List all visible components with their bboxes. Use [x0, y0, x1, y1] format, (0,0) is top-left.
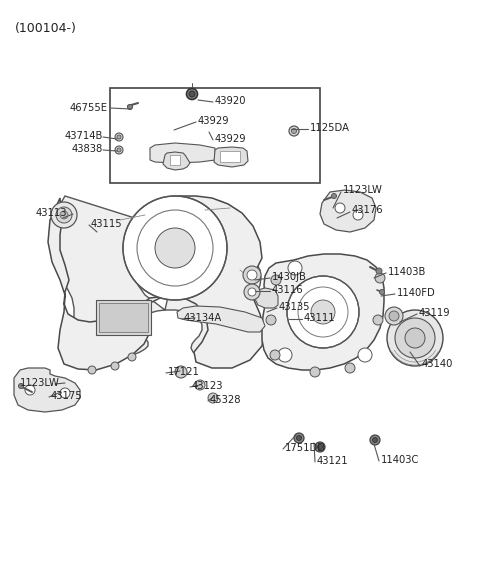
- Text: 1140FD: 1140FD: [397, 288, 436, 298]
- Text: 43111: 43111: [304, 313, 336, 323]
- Circle shape: [115, 146, 123, 154]
- Circle shape: [370, 435, 380, 445]
- Circle shape: [315, 442, 325, 452]
- Text: 1123LW: 1123LW: [343, 185, 383, 195]
- Circle shape: [358, 348, 372, 362]
- Circle shape: [294, 433, 304, 443]
- Circle shape: [291, 129, 297, 134]
- Text: 43175: 43175: [51, 391, 83, 401]
- Text: 43176: 43176: [352, 205, 384, 215]
- Bar: [110, 88, 320, 183]
- Text: 17121: 17121: [168, 367, 200, 377]
- Bar: [99, 303, 148, 332]
- Circle shape: [247, 270, 257, 280]
- Circle shape: [353, 210, 363, 220]
- Circle shape: [372, 437, 377, 442]
- Circle shape: [155, 228, 195, 268]
- Circle shape: [128, 353, 136, 361]
- Text: 1751DD: 1751DD: [285, 443, 326, 453]
- Circle shape: [373, 315, 383, 325]
- Circle shape: [51, 202, 77, 228]
- Polygon shape: [48, 196, 264, 370]
- Polygon shape: [177, 306, 265, 332]
- Circle shape: [117, 148, 121, 152]
- Circle shape: [395, 318, 435, 358]
- Circle shape: [187, 88, 197, 99]
- Circle shape: [111, 362, 119, 370]
- Text: 1123LW: 1123LW: [20, 378, 60, 388]
- Circle shape: [271, 275, 281, 285]
- Circle shape: [60, 211, 68, 219]
- Text: 11403C: 11403C: [381, 455, 420, 465]
- Circle shape: [56, 207, 72, 223]
- Text: 43123: 43123: [192, 381, 224, 391]
- Circle shape: [248, 288, 256, 296]
- Text: 43134A: 43134A: [184, 313, 222, 323]
- Text: 46755E: 46755E: [70, 103, 108, 113]
- Text: 45328: 45328: [210, 395, 241, 405]
- Text: 1125DA: 1125DA: [310, 123, 350, 133]
- Polygon shape: [320, 190, 376, 232]
- Text: 43920: 43920: [215, 96, 247, 106]
- Circle shape: [288, 261, 302, 275]
- Text: 43838: 43838: [72, 144, 103, 154]
- Polygon shape: [163, 152, 190, 170]
- Circle shape: [117, 135, 121, 139]
- Circle shape: [266, 315, 276, 325]
- Circle shape: [345, 363, 355, 373]
- Circle shape: [317, 445, 323, 450]
- Circle shape: [115, 133, 123, 141]
- Circle shape: [389, 311, 399, 321]
- Polygon shape: [255, 288, 278, 308]
- Text: 1430JB: 1430JB: [272, 272, 307, 282]
- Circle shape: [310, 367, 320, 377]
- Circle shape: [380, 289, 384, 294]
- Text: 43119: 43119: [419, 308, 451, 318]
- Circle shape: [88, 366, 96, 374]
- Polygon shape: [150, 143, 215, 163]
- Text: 43121: 43121: [317, 456, 348, 466]
- Text: 43714B: 43714B: [65, 131, 103, 141]
- Text: (100104-): (100104-): [15, 22, 77, 35]
- Text: 43115: 43115: [91, 219, 122, 229]
- Circle shape: [335, 203, 345, 213]
- Circle shape: [387, 310, 443, 366]
- Text: 11403B: 11403B: [388, 267, 426, 277]
- Text: 43113: 43113: [36, 208, 68, 218]
- Bar: [96, 300, 151, 335]
- Circle shape: [25, 385, 35, 395]
- Circle shape: [289, 126, 299, 136]
- Circle shape: [297, 436, 301, 441]
- Circle shape: [332, 193, 336, 198]
- Circle shape: [311, 300, 335, 324]
- Circle shape: [278, 348, 292, 362]
- Circle shape: [376, 268, 382, 274]
- Circle shape: [405, 328, 425, 348]
- Circle shape: [287, 276, 359, 348]
- Polygon shape: [14, 368, 80, 412]
- Circle shape: [189, 91, 195, 97]
- Text: 43135: 43135: [279, 302, 311, 312]
- Text: 43140: 43140: [422, 359, 454, 369]
- Text: 43116: 43116: [272, 285, 304, 295]
- Polygon shape: [170, 155, 180, 165]
- Circle shape: [208, 393, 218, 403]
- Circle shape: [60, 388, 70, 398]
- Circle shape: [175, 366, 187, 378]
- Polygon shape: [214, 147, 248, 167]
- Circle shape: [385, 307, 403, 325]
- Circle shape: [375, 273, 385, 283]
- Polygon shape: [262, 254, 384, 370]
- Circle shape: [244, 284, 260, 300]
- Polygon shape: [220, 151, 240, 162]
- Text: 43929: 43929: [198, 116, 229, 126]
- Circle shape: [270, 350, 280, 360]
- Circle shape: [128, 105, 132, 110]
- Text: 43929: 43929: [215, 134, 247, 144]
- Circle shape: [123, 196, 227, 300]
- Circle shape: [243, 266, 261, 284]
- Circle shape: [195, 380, 205, 390]
- Circle shape: [19, 383, 24, 388]
- Polygon shape: [50, 196, 262, 366]
